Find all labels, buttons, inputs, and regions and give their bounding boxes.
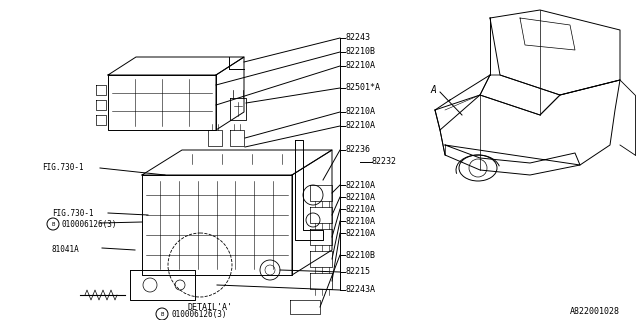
Text: 010006126(3): 010006126(3) <box>172 309 227 318</box>
Text: 81041A: 81041A <box>52 245 80 254</box>
Text: 82210A: 82210A <box>345 204 375 213</box>
Text: 82210A: 82210A <box>345 217 375 226</box>
Text: 82210A: 82210A <box>345 122 375 131</box>
Text: B: B <box>161 311 164 316</box>
Text: FIG.730-1: FIG.730-1 <box>42 164 84 172</box>
Text: DETAIL'A': DETAIL'A' <box>188 303 232 313</box>
Text: 82210A: 82210A <box>345 193 375 202</box>
Text: 82210B: 82210B <box>345 47 375 57</box>
Text: 82243A: 82243A <box>345 285 375 294</box>
Text: 010006126(3): 010006126(3) <box>62 220 118 228</box>
Text: A822001028: A822001028 <box>570 308 620 316</box>
Text: B: B <box>51 221 54 227</box>
Text: A: A <box>430 85 436 95</box>
Text: FIG.730-1: FIG.730-1 <box>52 209 93 218</box>
Text: 82210A: 82210A <box>345 61 375 70</box>
Text: 82215: 82215 <box>345 268 370 276</box>
Text: 82210A: 82210A <box>345 180 375 189</box>
Text: 82243: 82243 <box>345 34 370 43</box>
Text: 82232: 82232 <box>372 157 397 166</box>
Text: 82210B: 82210B <box>345 251 375 260</box>
Text: 82210A: 82210A <box>345 228 375 237</box>
Text: 82210A: 82210A <box>345 108 375 116</box>
Text: 82236: 82236 <box>345 146 370 155</box>
Text: 82501*A: 82501*A <box>345 84 380 92</box>
